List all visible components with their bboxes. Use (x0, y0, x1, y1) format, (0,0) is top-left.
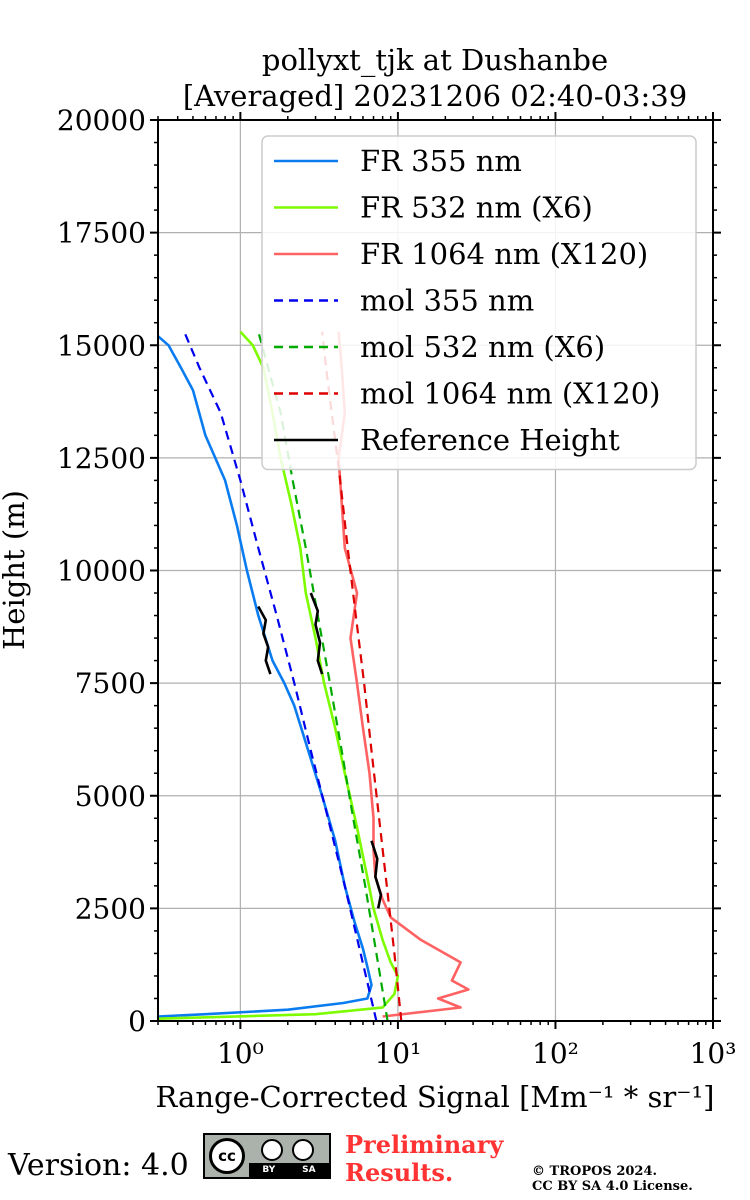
version-label: Version: 4.0 (8, 1148, 189, 1183)
series-line-2 (337, 331, 470, 1018)
cc-icon: cc (209, 1138, 245, 1174)
x-tick-label-2: 10² (532, 1037, 579, 1070)
y-tick-label-5: 12500 (57, 442, 146, 475)
legend-box (261, 135, 697, 471)
y-tick-label-3: 7500 (75, 667, 146, 700)
x-tick-label-3: 10³ (690, 1037, 737, 1070)
y-tick-label-1: 2500 (75, 892, 146, 925)
copyright-notice: © TROPOS 2024. CC BY SA 4.0 License. (532, 1164, 693, 1194)
chart-title-line1: pollyxt_tjk at Dushanbe (262, 43, 608, 78)
y-tick-label-8: 20000 (57, 104, 146, 137)
y-tick-label-0: 0 (128, 1005, 146, 1038)
x-axis-label: Range-Corrected Signal [Mm⁻¹ * sr⁻¹] (156, 1080, 715, 1114)
legend-label-3: mol 355 nm (360, 284, 534, 318)
by-label: BY (262, 1165, 276, 1175)
series-6-segment-0 (257, 605, 272, 675)
cc-license-badge: cc BY SA (203, 1133, 331, 1179)
series-6-segment-2 (370, 840, 383, 909)
y-tick-label-6: 15000 (57, 329, 146, 362)
share-alike-icon (292, 1139, 314, 1161)
x-tick-label-1: 10¹ (374, 1037, 421, 1070)
legend-label-0: FR 355 nm (360, 144, 522, 178)
legend-label-1: FR 532 nm (X6) (360, 191, 593, 225)
person-icon (261, 1139, 283, 1161)
x-tick-label-0: 10⁰ (217, 1037, 264, 1070)
y-tick-label-7: 17500 (57, 217, 146, 250)
y-tick-label-2: 5000 (75, 780, 146, 813)
y-axis-label: Height (m) (0, 490, 31, 650)
sa-label: SA (302, 1165, 316, 1175)
series-line-4 (257, 331, 389, 1022)
legend-label-6: Reference Height (360, 423, 620, 457)
series-line-0 (157, 335, 373, 1018)
preliminary-results-label: Preliminary Results. (345, 1130, 504, 1187)
y-tick-label-4: 10000 (57, 555, 146, 588)
legend-label-5: mol 1064 nm (X120) (360, 377, 661, 411)
legend-label-2: FR 1064 nm (X120) (360, 237, 648, 271)
legend-label-4: mol 532 nm (X6) (360, 330, 605, 364)
series-6-segment-1 (309, 592, 324, 675)
plot-area: 0 2500 5000 7500 10000 12500 15000 17500 20000 10… (57, 104, 737, 1070)
chart-title-line2: [Averaged] 20231206 02:40-03:39 (183, 79, 687, 113)
chart-figure: pollyxt_tjk at Dushanbe [Averaged] 20231… (0, 43, 737, 1114)
series-line-3 (183, 331, 378, 1022)
